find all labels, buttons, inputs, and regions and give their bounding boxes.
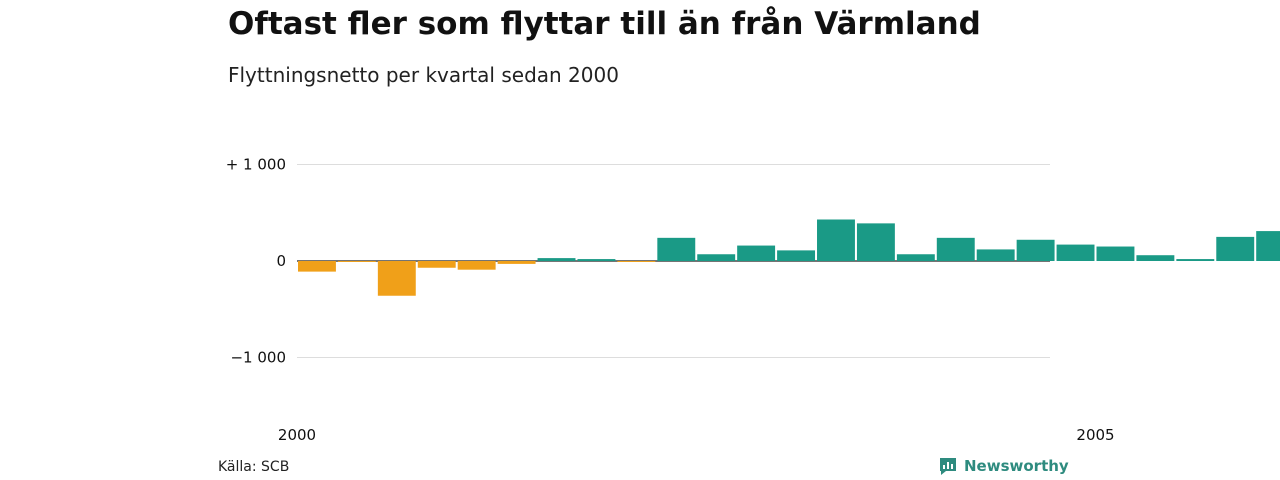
x-tick-label: 2005 bbox=[1076, 426, 1114, 444]
bar bbox=[777, 250, 816, 261]
chart-title: Oftast fler som flyttar till än från Vär… bbox=[228, 6, 981, 42]
bar bbox=[377, 261, 416, 296]
bar bbox=[1216, 236, 1255, 262]
y-tick-label: −1 000 bbox=[230, 349, 286, 367]
bar bbox=[697, 254, 736, 261]
bar bbox=[298, 261, 336, 272]
brand-logo: Newsworthy bbox=[938, 456, 1069, 476]
bar bbox=[817, 219, 855, 261]
bar bbox=[1256, 231, 1280, 261]
bar bbox=[577, 259, 616, 261]
bars bbox=[298, 219, 1280, 296]
y-tick-label: + 1 000 bbox=[226, 156, 286, 174]
chart-subtitle: Flyttningsnetto per kvartal sedan 2000 bbox=[228, 63, 619, 87]
bar bbox=[896, 254, 935, 261]
bar bbox=[657, 237, 696, 261]
brand-name: Newsworthy bbox=[964, 457, 1069, 475]
bar bbox=[976, 249, 1015, 261]
bar bbox=[617, 261, 656, 262]
bar bbox=[1056, 244, 1095, 261]
bar bbox=[737, 245, 776, 261]
bar bbox=[1016, 239, 1055, 261]
bar bbox=[457, 261, 496, 270]
y-tick-label: 0 bbox=[276, 252, 286, 270]
newsworthy-logo-icon bbox=[940, 458, 956, 475]
bar bbox=[936, 237, 975, 261]
x-tick-label: 2000 bbox=[278, 426, 316, 444]
bar bbox=[1176, 259, 1215, 261]
bar bbox=[417, 261, 456, 268]
bar bbox=[1136, 255, 1175, 261]
bar bbox=[497, 261, 536, 264]
bar bbox=[856, 223, 895, 261]
source-note: Källa: SCB bbox=[218, 459, 290, 475]
bar bbox=[1096, 246, 1135, 261]
bar bbox=[537, 258, 576, 262]
bar bbox=[337, 261, 376, 262]
